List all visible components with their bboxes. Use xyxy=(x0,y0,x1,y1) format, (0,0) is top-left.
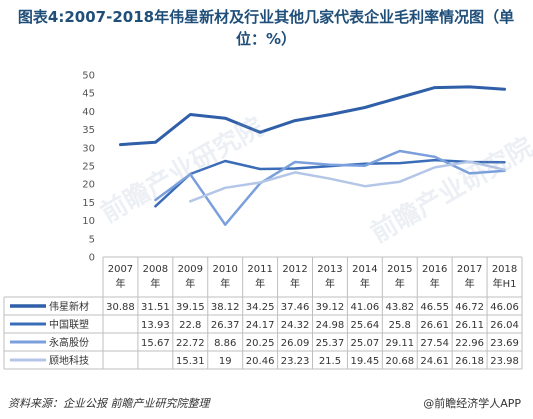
table-cell-value: 26.18 xyxy=(455,356,484,367)
x-tick-label: 年 xyxy=(150,277,160,290)
x-tick-label: 2018 xyxy=(492,264,517,275)
chart-title: 图表4:2007-2018年伟星新材及行业其他几家代表企业毛利率情况图（单位：%… xyxy=(17,8,515,48)
table-cell-value: 22.72 xyxy=(176,338,205,349)
x-tick-label: 年 xyxy=(290,277,300,290)
y-tick-label: 15 xyxy=(82,198,95,209)
table-cell-value: 31.51 xyxy=(141,302,170,313)
x-tick-label: 年 xyxy=(430,277,440,290)
x-tick-label: 2010 xyxy=(212,264,237,275)
table-cell-value: 24.98 xyxy=(316,320,345,331)
table-cell-value: 25.64 xyxy=(351,320,380,331)
table-cell-value: 39.15 xyxy=(176,302,205,313)
legend-label: 伟星新材 xyxy=(49,300,89,313)
table-cell-value: 13.93 xyxy=(141,320,170,331)
table-cell-value: 24.61 xyxy=(420,356,449,367)
table-cell-value: 23.98 xyxy=(490,356,519,367)
x-tick-label: 2017 xyxy=(457,264,482,275)
series-line xyxy=(119,85,506,147)
x-tick-label: 2008 xyxy=(143,264,168,275)
table-cell-value: 22.8 xyxy=(179,320,201,331)
source-note: 资料来源：企业公报 前瞻产业研究院整理 xyxy=(8,397,210,410)
series-line xyxy=(154,149,506,226)
table-cell-value: 22.96 xyxy=(455,338,484,349)
y-tick-label: 50 xyxy=(82,71,95,82)
table-cell-value: 20.25 xyxy=(246,338,275,349)
table-cell-value: 15.67 xyxy=(141,338,170,349)
x-tick-label: 年 xyxy=(220,277,230,290)
table-cell-value: 25.07 xyxy=(351,338,380,349)
table-cell-value: 30.88 xyxy=(106,302,135,313)
table-cell-value: 27.54 xyxy=(420,338,449,349)
y-tick-label: 45 xyxy=(82,89,95,100)
x-tick-label: 年 xyxy=(325,277,335,290)
table-cell-value: 19 xyxy=(219,356,232,367)
y-tick-label: 20 xyxy=(82,180,95,191)
y-tick-label: 25 xyxy=(82,162,95,173)
x-tick-label: 2016 xyxy=(422,264,447,275)
table-cell-value: 43.82 xyxy=(385,302,414,313)
y-tick-label: 5 xyxy=(89,234,95,245)
x-tick-label: 年 xyxy=(185,277,195,290)
x-tick-label: 年 xyxy=(255,277,265,290)
x-tick-label: 2012 xyxy=(282,264,307,275)
table-cell-value: 26.61 xyxy=(420,320,449,331)
table-cell-value: 24.32 xyxy=(281,320,310,331)
series-line xyxy=(154,158,506,208)
table-cell-value: 39.12 xyxy=(316,302,345,313)
table-cell-value: 29.11 xyxy=(385,338,414,349)
x-tick-label: 年 xyxy=(115,277,125,290)
table-cell-value: 46.55 xyxy=(420,302,449,313)
table-cell-value: 26.04 xyxy=(490,320,519,331)
table-cell-value: 23.23 xyxy=(281,356,310,367)
legend-label: 顾地科技 xyxy=(49,354,89,367)
table-cell-value: 24.17 xyxy=(246,320,275,331)
table-cell-value: 41.06 xyxy=(351,302,380,313)
table-cell-value: 19.45 xyxy=(351,356,380,367)
table-cell-value: 38.12 xyxy=(211,302,240,313)
x-tick-label: 年 xyxy=(465,277,475,290)
legend-label: 永高股份 xyxy=(49,336,89,349)
table-cell-value: 8.86 xyxy=(214,338,236,349)
table-cell-value: 26.37 xyxy=(211,320,240,331)
table-cell-value: 46.06 xyxy=(490,302,519,313)
table-cell-value: 23.69 xyxy=(490,338,519,349)
legend-label: 中国联塑 xyxy=(49,318,89,331)
table-cell-value: 46.72 xyxy=(455,302,484,313)
table-cell-value: 15.31 xyxy=(176,356,205,367)
y-tick-label: 30 xyxy=(82,143,95,154)
series-line xyxy=(189,160,506,203)
table-cell-value: 20.68 xyxy=(385,356,414,367)
table-cell-value: 26.11 xyxy=(455,320,484,331)
y-tick-label: 0 xyxy=(89,253,95,264)
x-tick-label: 年 xyxy=(395,277,405,290)
table-cell-value: 25.8 xyxy=(389,320,411,331)
x-tick-label: 2014 xyxy=(352,264,377,275)
brand-label: @前瞻经济学人APP xyxy=(423,397,521,410)
x-tick-label: 2011 xyxy=(247,264,272,275)
table-cell-value: 37.46 xyxy=(281,302,310,313)
y-tick-label: 40 xyxy=(82,107,95,118)
table-cell-value: 21.5 xyxy=(319,356,341,367)
table-cell-value: 34.25 xyxy=(246,302,275,313)
table-cell-value: 25.37 xyxy=(316,338,345,349)
table-cell-value: 26.09 xyxy=(281,338,310,349)
x-tick-label: 2015 xyxy=(387,264,412,275)
x-tick-label: 年 xyxy=(360,277,370,290)
x-tick-label: 2009 xyxy=(178,264,203,275)
y-tick-label: 10 xyxy=(82,216,95,227)
y-tick-label: 35 xyxy=(82,125,95,136)
table-cell-value: 20.46 xyxy=(246,356,275,367)
x-tick-label: 2007 xyxy=(108,264,133,275)
x-tick-label: 2013 xyxy=(317,264,342,275)
x-tick-label: 年H1 xyxy=(493,277,517,290)
